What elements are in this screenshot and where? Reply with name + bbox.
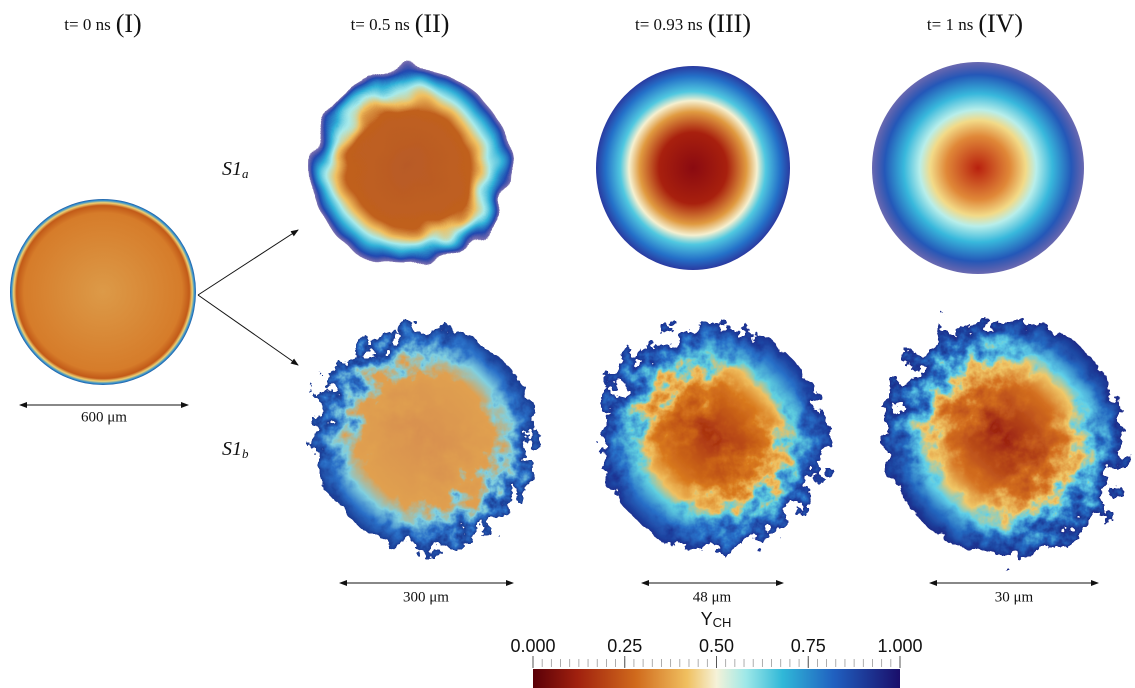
colorbar	[533, 669, 900, 688]
tick-label: 0.50	[699, 636, 734, 656]
arrow	[197, 229, 299, 296]
row-label: S1b	[222, 438, 249, 461]
time: t= 0.5 ns	[351, 15, 410, 34]
column-header: t= 0 ns (I)	[64, 9, 141, 38]
scale-label: 600 μm	[81, 409, 127, 425]
field-s1b-iv	[887, 320, 1123, 556]
time: t= 1 ns	[927, 15, 973, 34]
stage: (III)	[708, 9, 751, 38]
sphere-initial	[10, 199, 196, 385]
arrow	[197, 294, 299, 366]
stage: (I)	[116, 9, 142, 38]
scale-label: 48 μm	[693, 589, 732, 605]
tick-label: 0.000	[510, 636, 555, 656]
colorbar-ticks: 0.000 0.25 0.50 0.75 1.000	[510, 636, 923, 668]
scale-label: 30 μm	[995, 589, 1034, 605]
scale-label: 300 μm	[403, 589, 449, 605]
column-headers: t= 0 ns (I) t= 0.5 ns (II) t= 0.93 ns (III) t=…	[64, 9, 1023, 38]
tick-label: 0.25	[607, 636, 642, 656]
column-header: t= 1 ns (IV)	[927, 9, 1023, 38]
tick-label: 0.75	[791, 636, 826, 656]
tick-label: 1.000	[877, 636, 922, 656]
time: t= 0 ns	[64, 15, 110, 34]
stage: (IV)	[978, 9, 1023, 38]
field-s1a-iv	[872, 62, 1084, 274]
field-s1b-iii	[601, 326, 825, 550]
field-s1a-ii	[310, 68, 510, 268]
stage: (II)	[415, 9, 450, 38]
row-label: S1a	[222, 158, 249, 181]
colorbar-title: YCH	[701, 609, 732, 631]
time: t= 0.93 ns	[635, 15, 703, 34]
column-header: t= 0.5 ns (II)	[351, 9, 450, 38]
field-s1b-ii	[315, 328, 535, 548]
column-header: t= 0.93 ns (III)	[635, 9, 751, 38]
field-s1a-iii	[596, 66, 790, 270]
